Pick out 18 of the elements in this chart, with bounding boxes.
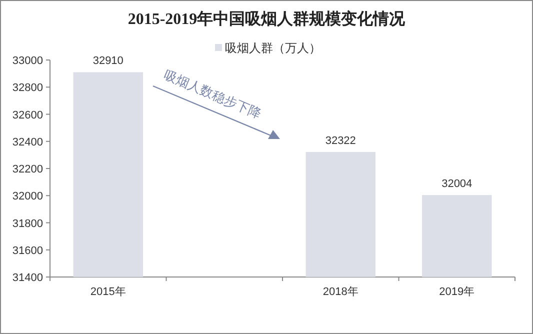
y-tick-label: 31600 <box>12 244 43 257</box>
x-tick-label: 2018年 <box>322 286 358 298</box>
y-tick-label: 31800 <box>12 218 43 230</box>
y-tick-label: 32000 <box>12 190 43 203</box>
legend: 吸烟人群（万人） <box>215 41 321 55</box>
annotation: 吸烟人数稳步下降 <box>162 66 264 122</box>
x-tick-label: 2015年 <box>90 286 126 298</box>
data-label: 32322 <box>325 134 356 147</box>
data-label: 32910 <box>92 55 124 68</box>
y-tick-label: 32800 <box>12 82 43 94</box>
y-tick-label: 33000 <box>12 55 43 67</box>
y-tick-label: 31400 <box>12 272 43 284</box>
chart-title: 2015-2019年中国吸烟人群规模变化情况 <box>128 10 406 28</box>
x-tick-label: 2019年 <box>439 286 475 298</box>
y-tick-label: 32200 <box>12 164 43 176</box>
y-tick-label: 32400 <box>12 136 43 148</box>
y-tick-label: 32600 <box>12 109 43 122</box>
data-label: 32004 <box>442 178 472 190</box>
